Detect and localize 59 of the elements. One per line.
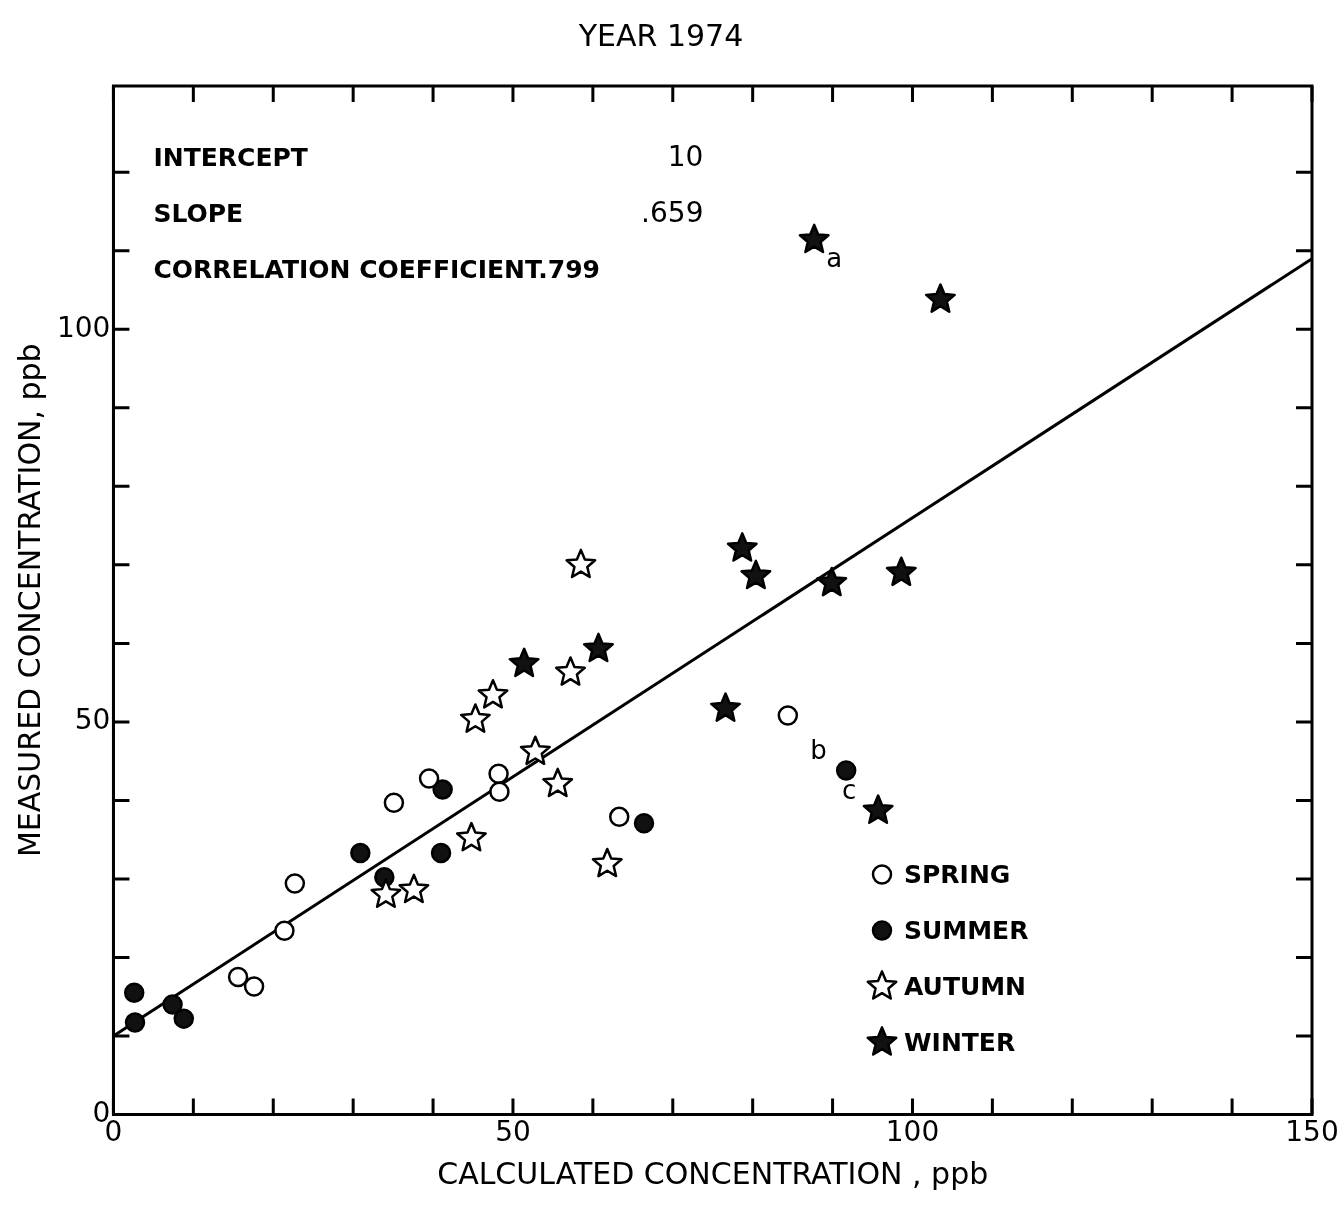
- point: [432, 779, 453, 800]
- y-axis-title: MEASURED CONCENTRATION, ppb: [11, 343, 47, 858]
- y-tick-label: 100: [56, 310, 111, 344]
- point: [777, 705, 799, 726]
- point: [709, 692, 742, 722]
- chart-title: YEAR 1974: [577, 17, 744, 53]
- point: [123, 982, 145, 1003]
- point: [227, 966, 249, 988]
- point: [383, 792, 405, 813]
- x-axis-title: CALCULATED CONCENTRATION , ppb: [437, 1155, 989, 1191]
- point: [274, 920, 295, 941]
- legend-label: SUMMER: [904, 915, 1029, 945]
- point: [489, 781, 510, 802]
- point: [591, 847, 623, 878]
- point: [350, 842, 371, 864]
- point: [243, 976, 265, 997]
- point: [508, 647, 540, 678]
- annotation: .659: [641, 196, 704, 230]
- x-tick-label: 150: [1285, 1115, 1339, 1149]
- point: [488, 763, 509, 784]
- annotation: c: [842, 775, 857, 806]
- point: [565, 548, 597, 579]
- point: [284, 873, 306, 894]
- point: [173, 1008, 195, 1029]
- point: [798, 223, 830, 254]
- point: [608, 806, 630, 828]
- annotation: CORRELATION COEFFICIENT.799: [153, 254, 600, 284]
- point: [430, 842, 452, 864]
- point: [370, 878, 402, 908]
- x-tick-label: 100: [885, 1115, 940, 1149]
- point: [924, 283, 956, 313]
- point: [477, 678, 509, 709]
- annotation: 10: [667, 140, 704, 174]
- point: [633, 812, 655, 834]
- point: [816, 566, 848, 597]
- point: [554, 656, 587, 686]
- point: [862, 794, 894, 824]
- annotation: SLOPE: [153, 198, 244, 228]
- point: [162, 994, 183, 1015]
- annotation: INTERCEPT: [153, 142, 308, 172]
- point: [124, 1012, 146, 1033]
- point: [835, 760, 857, 781]
- point: [459, 703, 491, 733]
- point: [740, 559, 772, 590]
- point: [582, 632, 614, 663]
- annotation: b: [810, 735, 827, 766]
- point: [418, 768, 440, 789]
- x-tick-label: 50: [495, 1115, 531, 1149]
- y-tick-label: 50: [74, 703, 111, 737]
- point: [885, 556, 917, 587]
- legend-label: WINTER: [904, 1027, 1016, 1057]
- point: [398, 873, 430, 904]
- legend-label: AUTUMN: [904, 971, 1027, 1001]
- point: [726, 532, 758, 562]
- annotation: a: [826, 242, 843, 273]
- legend-label: SPRING: [904, 859, 1011, 889]
- point: [455, 821, 487, 852]
- point: [542, 767, 574, 798]
- point: [519, 735, 551, 766]
